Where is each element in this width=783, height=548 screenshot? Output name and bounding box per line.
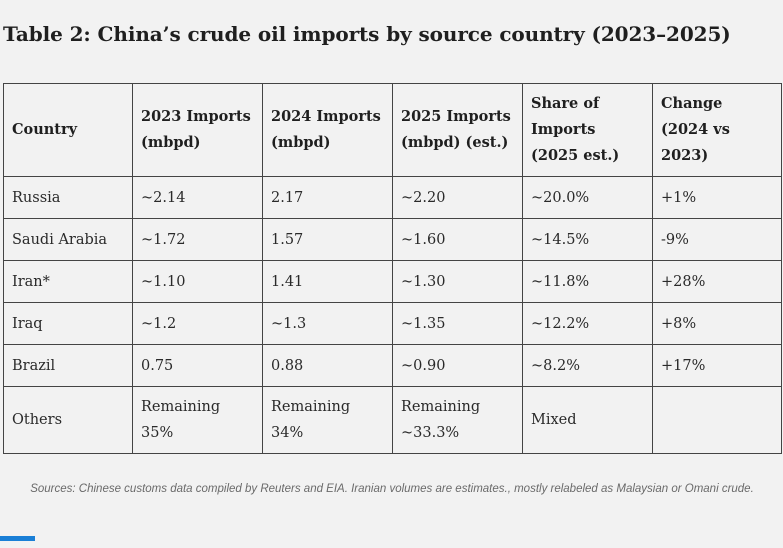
table-cell: ~1.3 [262,302,393,345]
table-cell: ~20.0% [522,176,653,219]
table-cell: 0.75 [132,344,263,387]
table-cell: ~1.2 [132,302,263,345]
column-header-2025-imports: 2025 Imports (mbpd) (est.) [392,83,523,177]
table-cell: ~14.5% [522,218,653,261]
column-header-change: Change (2024 vs 2023) [652,83,782,177]
table-cell: Remaining 35% [132,386,263,454]
table-cell: ~1.60 [392,218,523,261]
table-row: Brazil 0.75 0.88 ~0.90 ~8.2% +17% [3,344,782,387]
table-cell: Iraq [3,302,133,345]
table-header-row: Country 2023 Imports (mbpd) 2024 Imports… [3,83,782,177]
table-cell: ~12.2% [522,302,653,345]
column-header-2024-imports: 2024 Imports (mbpd) [262,83,393,177]
table-cell: ~11.8% [522,260,653,303]
table-cell: 1.41 [262,260,393,303]
table-cell: Iran* [3,260,133,303]
table-cell: +1% [652,176,782,219]
table-cell: ~1.72 [132,218,263,261]
table-cell: 2.17 [262,176,393,219]
page-title: Table 2: China’s crude oil imports by so… [3,22,731,46]
table-cell: Russia [3,176,133,219]
table-cell: Mixed [522,386,653,454]
source-caption: Sources: Chinese customs data compiled b… [30,483,754,495]
table-cell: ~2.20 [392,176,523,219]
table-cell: Remaining ~33.3% [392,386,523,454]
table-cell: Brazil [3,344,133,387]
table-cell: 0.88 [262,344,393,387]
table-cell: +17% [652,344,782,387]
table-cell: ~0.90 [392,344,523,387]
table-row: Iran* ~1.10 1.41 ~1.30 ~11.8% +28% [3,260,782,303]
column-header-share: Share of Imports (2025 est.) [522,83,653,177]
table-cell: ~2.14 [132,176,263,219]
accent-bar [0,536,35,541]
table-row: Saudi Arabia ~1.72 1.57 ~1.60 ~14.5% -9% [3,218,782,261]
table-cell: ~8.2% [522,344,653,387]
table-row: Others Remaining 35% Remaining 34% Remai… [3,386,782,454]
table-cell: -9% [652,218,782,261]
table-cell: Remaining 34% [262,386,393,454]
imports-table: Country 2023 Imports (mbpd) 2024 Imports… [3,83,782,454]
table-cell: ~1.35 [392,302,523,345]
table-cell: Others [3,386,133,454]
table-cell: ~1.10 [132,260,263,303]
table-cell: Saudi Arabia [3,218,133,261]
table-cell: +8% [652,302,782,345]
table-row: Iraq ~1.2 ~1.3 ~1.35 ~12.2% +8% [3,302,782,345]
column-header-2023-imports: 2023 Imports (mbpd) [132,83,263,177]
table-cell: +28% [652,260,782,303]
table-cell: ~1.30 [392,260,523,303]
column-header-country: Country [3,83,133,177]
table-cell: 1.57 [262,218,393,261]
table-cell [652,386,782,454]
table-row: Russia ~2.14 2.17 ~2.20 ~20.0% +1% [3,176,782,219]
